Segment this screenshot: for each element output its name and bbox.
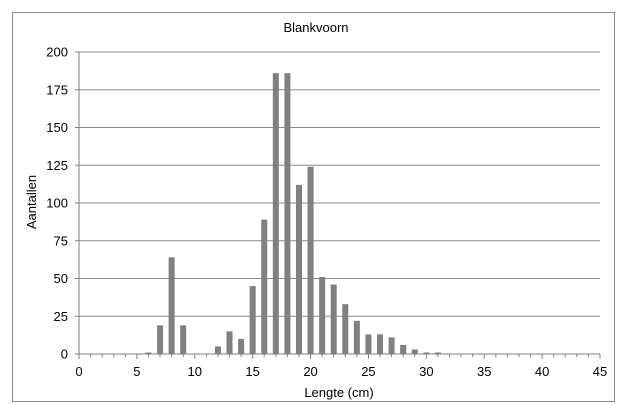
bar-30 [423,352,430,354]
bar-15 [249,286,256,354]
bar-9 [180,325,187,354]
x-tick-label-40: 40 [535,364,549,379]
y-tick-label-200: 200 [46,45,68,60]
x-tick-label-10: 10 [188,364,202,379]
x-tick-label-45: 45 [593,364,607,379]
y-tick-label-25: 25 [54,309,68,324]
x-tick-label-5: 5 [133,364,140,379]
y-tick-label-125: 125 [46,158,68,173]
bars [145,73,441,354]
bar-27 [388,337,395,354]
x-tick-label-20: 20 [303,364,317,379]
bar-19 [295,184,302,354]
bar-14 [238,338,245,354]
x-tick-label-25: 25 [361,364,375,379]
x-tick-label-35: 35 [477,364,491,379]
x-tick-labels: 0 5 10 15 20 25 30 35 40 45 [75,364,607,379]
bar-18 [284,73,291,354]
bar-7 [157,325,164,354]
y-tick-label-175: 175 [46,82,68,97]
grid-lines [79,51,600,317]
bar-23 [342,304,349,354]
bar-17 [272,73,279,354]
bar-31 [434,352,441,354]
bar-29 [411,349,418,354]
y-tick-labels: 0 25 50 75 100 125 150 175 200 [46,45,68,362]
axes [75,51,601,359]
bar-25 [365,334,372,354]
x-tick-label-30: 30 [419,364,433,379]
bar-26 [377,334,384,354]
bar-28 [400,344,407,354]
bar-12 [214,346,221,354]
bar-20 [307,166,314,354]
chart-title: Blankvoorn [283,20,348,35]
y-axis-title: Aantallen [24,175,39,229]
bar-16 [261,219,268,354]
y-tick-label-150: 150 [46,120,68,135]
bar-22 [330,284,337,354]
y-tick-label-0: 0 [61,347,68,362]
x-tick-label-15: 15 [245,364,259,379]
x-axis-title: Lengte (cm) [304,385,373,400]
y-tick-label-50: 50 [54,271,68,286]
bar-21 [319,276,326,354]
x-tick-label-0: 0 [75,364,82,379]
y-tick-label-100: 100 [46,196,68,211]
bar-13 [226,331,233,354]
y-tick-label-75: 75 [54,233,68,248]
bar-6 [145,352,152,354]
bar-8 [168,257,175,354]
bar-24 [353,320,360,354]
